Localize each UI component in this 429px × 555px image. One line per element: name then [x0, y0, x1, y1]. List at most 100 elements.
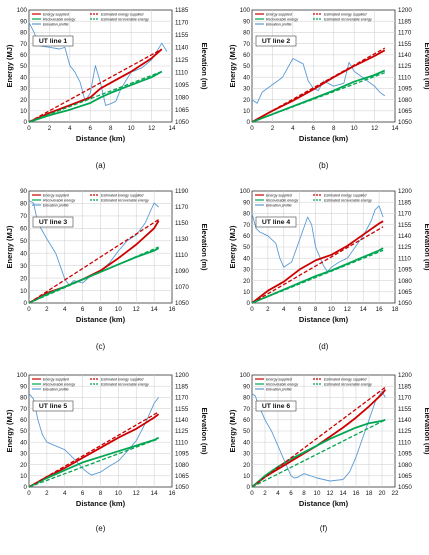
y2-tick-label: 1065	[398, 108, 412, 115]
x-tick-label: 2	[45, 306, 49, 313]
y2-tick-label: 1110	[398, 74, 411, 81]
line-title: UT line 6	[262, 403, 291, 410]
legend-entry: Energy supplied	[266, 377, 293, 381]
x-tick-label: 10	[128, 125, 135, 132]
panel-caption: (e)	[96, 524, 106, 533]
y-tick-label: 80	[243, 211, 250, 218]
legend-entry: Estimated energy supplied	[324, 193, 367, 197]
y2-tick-label: 1185	[398, 199, 412, 206]
x-tick-label: 0	[27, 490, 31, 497]
y-tick-label: 70	[20, 406, 27, 413]
estimated-energy-supplied-series-line	[251, 226, 384, 304]
y-tick-label: 30	[20, 263, 27, 270]
x-axis-label: Distance (km)	[76, 315, 126, 324]
y-tick-label: 20	[243, 97, 250, 104]
y-tick-label: 40	[20, 250, 27, 257]
y2-tick-label: 1110	[175, 252, 188, 259]
x-axis-label: Distance (km)	[76, 499, 126, 508]
legend-entry: Estimated recoverable energy	[101, 17, 149, 21]
x-tick-label: 2	[48, 125, 52, 132]
x-tick-label: 6	[81, 490, 85, 497]
y2-tick-label: 1140	[398, 52, 412, 59]
x-tick-label: 8	[99, 306, 103, 313]
y-tick-label: 80	[20, 30, 27, 37]
x-tick-label: 14	[360, 306, 367, 313]
estimated-energy-supplied-series-line	[28, 411, 159, 488]
x-tick-label: 14	[392, 125, 399, 132]
x-axis-label: Distance (km)	[299, 499, 349, 508]
y-tick-label: 50	[243, 244, 250, 251]
legend-entry: Estimated energy supplied	[324, 377, 367, 381]
y2-tick-label: 1125	[398, 244, 412, 251]
x-tick-label: 12	[133, 306, 140, 313]
x-tick-label: 16	[353, 490, 360, 497]
y-tick-label: 0	[247, 119, 251, 126]
y2-tick-label: 1050	[175, 484, 189, 491]
y2-tick-label: 1050	[398, 484, 412, 491]
y-tick-label: 30	[20, 451, 27, 458]
legend-entry: Energy supplied	[43, 377, 70, 381]
y2-axis-label: Elevation (m)	[423, 223, 429, 271]
y2-tick-label: 1095	[175, 451, 189, 458]
x-tick-label: 0	[27, 125, 31, 132]
y2-tick-label: 1170	[398, 395, 412, 402]
x-axis-label: Distance (km)	[299, 315, 349, 324]
y2-tick-label: 1155	[175, 406, 189, 413]
y-tick-label: 80	[20, 201, 27, 208]
y-tick-label: 50	[243, 428, 250, 435]
legend-entry: Estimated recoverable energy	[101, 198, 149, 202]
y2-tick-label: 1050	[175, 119, 189, 126]
y-tick-label: 90	[243, 383, 250, 390]
y2-tick-label: 1190	[175, 188, 189, 195]
y2-tick-label: 1065	[175, 107, 189, 114]
estimated-energy-supplied-series-line	[251, 386, 386, 488]
legend-entry: Energy supplied	[43, 193, 70, 197]
y-tick-label: 20	[20, 97, 27, 104]
y2-tick-label: 1125	[398, 428, 412, 435]
line-title: UT line 2	[262, 38, 291, 45]
x-tick-label: 14	[151, 306, 158, 313]
y2-tick-label: 1095	[398, 451, 412, 458]
y-tick-label: 70	[20, 213, 27, 220]
x-tick-label: 14	[151, 490, 158, 497]
y2-tick-label: 1080	[175, 94, 189, 101]
x-tick-label: 8	[332, 125, 336, 132]
y-tick-label: 50	[20, 428, 27, 435]
legend-entry: Estimated recoverable energy	[101, 382, 149, 386]
energy-supplied-series-line	[251, 220, 384, 304]
recoverable-energy-series-line	[28, 436, 160, 488]
x-tick-label: 2	[271, 125, 275, 132]
elevation-profile-series-line	[251, 390, 386, 482]
y-tick-label: 60	[20, 52, 27, 59]
y2-tick-label: 1200	[398, 372, 412, 379]
y2-tick-label: 1185	[398, 383, 412, 390]
y2-tick-label: 1125	[398, 63, 412, 70]
y2-tick-label: 1140	[175, 417, 189, 424]
estimated-recoverable-energy-series-line	[251, 419, 386, 488]
x-tick-label: 4	[291, 125, 295, 132]
y2-tick-label: 1110	[398, 439, 411, 446]
y2-axis-label: Elevation (m)	[423, 42, 429, 90]
y-tick-label: 10	[243, 473, 250, 480]
line-title: UT line 4	[262, 219, 291, 226]
y-tick-label: 70	[243, 222, 250, 229]
line-title-box	[255, 216, 297, 228]
y-tick-label: 10	[243, 108, 250, 115]
line-title: UT line 1	[39, 38, 68, 45]
x-tick-label: 16	[376, 306, 383, 313]
y-tick-label: 100	[240, 7, 251, 14]
y2-tick-label: 1110	[175, 439, 188, 446]
chart-panel-6: 0 10 20 30 40 50 60 70 80 90 100 0 2 4 6 8 10 12 14 16 18 20 2…	[228, 372, 429, 533]
legend-entry: Estimated recoverable energy	[324, 382, 372, 386]
y2-tick-label: 1185	[398, 18, 412, 25]
estimated-recoverable-energy-series-line	[28, 246, 159, 304]
legend-entry: Elevation profile	[266, 387, 292, 391]
y2-tick-label: 1140	[398, 417, 412, 424]
y-tick-label: 90	[20, 18, 27, 25]
legend-entry: Estimated energy supplied	[101, 193, 144, 197]
estimated-recoverable-energy-series-line	[28, 438, 159, 488]
y2-axis-label: Elevation (m)	[423, 407, 429, 455]
y2-tick-label: 1095	[175, 82, 189, 89]
y-axis-label: Energy (MJ)	[5, 225, 14, 268]
